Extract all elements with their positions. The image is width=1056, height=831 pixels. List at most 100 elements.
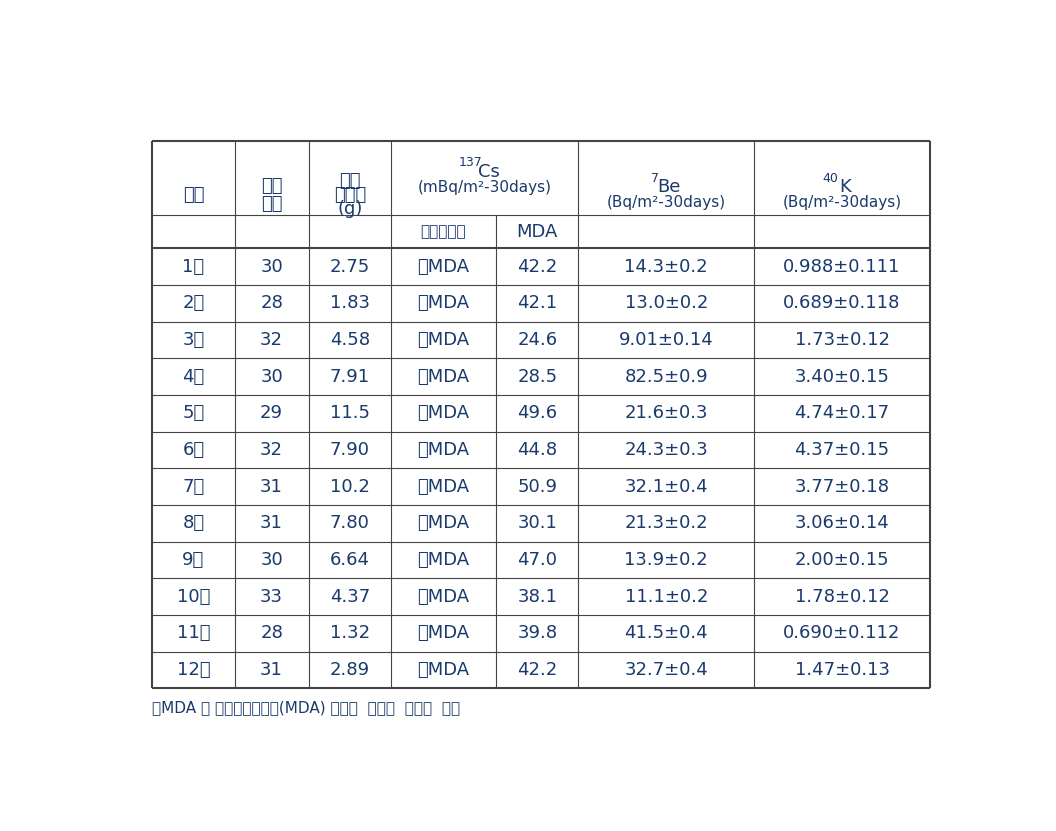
Text: 31: 31 (260, 478, 283, 495)
Text: 10.2: 10.2 (329, 478, 370, 495)
Text: 44.8: 44.8 (517, 441, 558, 459)
Text: 7: 7 (650, 172, 659, 184)
Text: 28: 28 (260, 624, 283, 642)
Text: 〈MDA: 〈MDA (417, 294, 470, 312)
Text: 12월: 12월 (176, 661, 210, 679)
Text: 31: 31 (260, 514, 283, 533)
Text: MDA: MDA (516, 223, 558, 240)
Text: 〈MDA: 〈MDA (417, 478, 470, 495)
Text: 0.689±0.118: 0.689±0.118 (784, 294, 901, 312)
Text: 11월: 11월 (176, 624, 210, 642)
Text: 2.00±0.15: 2.00±0.15 (795, 551, 889, 569)
Text: 계측: 계측 (339, 172, 360, 189)
Text: 14.3±0.2: 14.3±0.2 (624, 258, 708, 276)
Text: 32: 32 (260, 331, 283, 349)
Text: 7월: 7월 (183, 478, 205, 495)
Text: (mBq/m²-30days): (mBq/m²-30days) (417, 179, 551, 194)
Text: (g): (g) (337, 199, 362, 218)
Text: 13.0±0.2: 13.0±0.2 (624, 294, 708, 312)
Text: 32.1±0.4: 32.1±0.4 (624, 478, 708, 495)
Text: 2.89: 2.89 (329, 661, 370, 679)
Text: 42.1: 42.1 (517, 294, 558, 312)
Text: 30.1: 30.1 (517, 514, 558, 533)
Text: 체집: 체집 (261, 177, 282, 194)
Text: 21.6±0.3: 21.6±0.3 (624, 404, 708, 422)
Text: 1.47±0.13: 1.47±0.13 (794, 661, 889, 679)
Text: 49.6: 49.6 (517, 404, 558, 422)
Text: 42.2: 42.2 (517, 258, 558, 276)
Text: 3.06±0.14: 3.06±0.14 (795, 514, 889, 533)
Text: 〈MDA: 〈MDA (417, 404, 470, 422)
Text: 50.9: 50.9 (517, 478, 558, 495)
Text: 〈MDA: 〈MDA (417, 331, 470, 349)
Text: Cs: Cs (477, 163, 499, 180)
Text: 방사능농도: 방사능농도 (420, 224, 467, 239)
Text: 13.9±0.2: 13.9±0.2 (624, 551, 708, 569)
Text: 〈MDA: 〈MDA (417, 258, 470, 276)
Text: 82.5±0.9: 82.5±0.9 (624, 367, 708, 386)
Text: 〈MDA ： 최소검출한한치(MDA) 미만의  값으로  판정된  자료: 〈MDA ： 최소검출한한치(MDA) 미만의 값으로 판정된 자료 (152, 700, 460, 715)
Text: 〈MDA: 〈MDA (417, 514, 470, 533)
Text: 8월: 8월 (183, 514, 205, 533)
Text: 47.0: 47.0 (517, 551, 558, 569)
Text: 7.90: 7.90 (329, 441, 370, 459)
Text: 137: 137 (458, 156, 483, 170)
Text: 0.988±0.111: 0.988±0.111 (784, 258, 901, 276)
Text: 30: 30 (260, 367, 283, 386)
Text: 5월: 5월 (183, 404, 205, 422)
Text: 〈MDA: 〈MDA (417, 367, 470, 386)
Text: 9.01±0.14: 9.01±0.14 (619, 331, 714, 349)
Text: 〈MDA: 〈MDA (417, 551, 470, 569)
Text: 7.91: 7.91 (329, 367, 370, 386)
Text: 32.7±0.4: 32.7±0.4 (624, 661, 709, 679)
Text: 30: 30 (260, 551, 283, 569)
Text: 4.74±0.17: 4.74±0.17 (794, 404, 889, 422)
Text: 4월: 4월 (183, 367, 205, 386)
Text: 4.37: 4.37 (329, 588, 370, 606)
Text: 9월: 9월 (183, 551, 205, 569)
Text: 〈MDA: 〈MDA (417, 588, 470, 606)
Text: 7.80: 7.80 (329, 514, 370, 533)
Text: 〈MDA: 〈MDA (417, 441, 470, 459)
Text: 구분: 구분 (183, 186, 204, 204)
Text: 41.5±0.4: 41.5±0.4 (624, 624, 708, 642)
Text: 6.64: 6.64 (329, 551, 370, 569)
Text: 4.58: 4.58 (329, 331, 370, 349)
Text: 3.77±0.18: 3.77±0.18 (794, 478, 889, 495)
Text: 10월: 10월 (176, 588, 210, 606)
Text: 30: 30 (260, 258, 283, 276)
Text: 0.690±0.112: 0.690±0.112 (784, 624, 901, 642)
Text: 38.1: 38.1 (517, 588, 558, 606)
Text: 2.75: 2.75 (329, 258, 370, 276)
Text: 24.3±0.3: 24.3±0.3 (624, 441, 709, 459)
Text: 1.78±0.12: 1.78±0.12 (794, 588, 889, 606)
Text: 21.3±0.2: 21.3±0.2 (624, 514, 708, 533)
Text: 1.32: 1.32 (329, 624, 370, 642)
Text: (Bq/m²-30days): (Bq/m²-30days) (782, 195, 902, 210)
Text: 1.83: 1.83 (329, 294, 370, 312)
Text: 시료량: 시료량 (334, 186, 365, 204)
Text: 4.37±0.15: 4.37±0.15 (794, 441, 889, 459)
Text: 6월: 6월 (183, 441, 205, 459)
Text: 29: 29 (260, 404, 283, 422)
Text: 42.2: 42.2 (517, 661, 558, 679)
Text: 1.73±0.12: 1.73±0.12 (794, 331, 889, 349)
Text: 〈MDA: 〈MDA (417, 624, 470, 642)
Text: 33: 33 (260, 588, 283, 606)
Text: 1월: 1월 (183, 258, 205, 276)
Text: 일수: 일수 (261, 194, 282, 213)
Text: Be: Be (657, 178, 680, 196)
Text: 28: 28 (260, 294, 283, 312)
Text: (Bq/m²-30days): (Bq/m²-30days) (606, 195, 725, 210)
Text: K: K (840, 178, 851, 196)
Text: 31: 31 (260, 661, 283, 679)
Text: 3.40±0.15: 3.40±0.15 (794, 367, 889, 386)
Text: 28.5: 28.5 (517, 367, 558, 386)
Text: 24.6: 24.6 (517, 331, 558, 349)
Text: 39.8: 39.8 (517, 624, 558, 642)
Text: 11.5: 11.5 (329, 404, 370, 422)
Text: 〈MDA: 〈MDA (417, 661, 470, 679)
Text: 11.1±0.2: 11.1±0.2 (624, 588, 708, 606)
Text: 32: 32 (260, 441, 283, 459)
Text: 40: 40 (823, 172, 838, 184)
